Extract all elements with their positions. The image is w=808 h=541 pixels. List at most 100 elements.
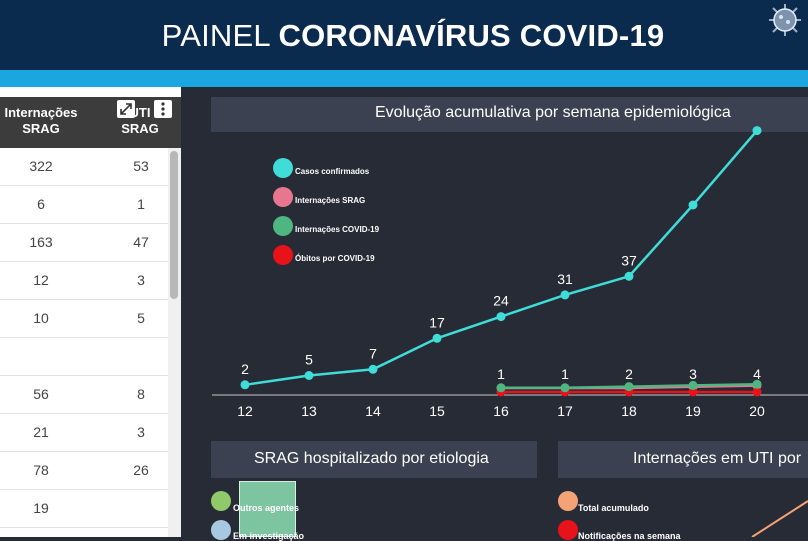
legend-notificacoes: Notificações na semana — [578, 531, 681, 541]
data-point — [752, 379, 762, 389]
data-label: 31 — [557, 271, 573, 287]
data-point — [624, 382, 634, 392]
header-bar — [0, 0, 808, 70]
x-tick-label: 13 — [301, 403, 317, 419]
cell-internacoes: 19 — [33, 500, 49, 516]
table-row[interactable]: 10 5 — [0, 300, 168, 338]
legend-marker-notificacoes — [558, 520, 578, 540]
data-label: 2 — [241, 361, 249, 377]
table-row[interactable]: 56 8 — [0, 376, 168, 414]
table-row[interactable]: 12 3 — [0, 262, 168, 300]
x-tick-label: 18 — [621, 403, 637, 419]
cell-internacoes: 163 — [29, 234, 53, 250]
column-internacoes-srag[interactable]: Internações SRAG — [4, 105, 78, 136]
data-point — [496, 312, 506, 322]
legend-marker — [273, 158, 293, 178]
data-label: 24 — [493, 293, 509, 309]
data-point — [560, 290, 570, 300]
cell-internacoes: 322 — [29, 158, 53, 174]
x-tick-label: 19 — [685, 403, 701, 419]
data-point — [496, 383, 506, 393]
legend-label: Casos confirmados — [295, 167, 370, 176]
table-row[interactable]: 19 — [0, 490, 168, 528]
cell-uti: 1 — [137, 196, 145, 212]
legend-total-acumulado: Total acumulado — [578, 503, 649, 513]
legend-outros: Outros agentes — [233, 503, 300, 513]
srag-panel-title: SRAG hospitalizado por etiologia — [211, 441, 537, 478]
table-row[interactable]: 78 26 — [0, 452, 168, 490]
data-label: 17 — [429, 314, 445, 330]
data-label: 1 — [561, 366, 569, 382]
srag-title-text: SRAG hospitalizado por etiologia — [254, 450, 489, 467]
data-point — [304, 371, 314, 380]
data-point — [240, 380, 250, 390]
expand-icon[interactable] — [117, 100, 135, 118]
cell-internacoes: 21 — [33, 424, 49, 440]
x-tick-label: 20 — [749, 403, 765, 419]
legend-label: Internações SRAG — [295, 196, 365, 205]
legend-marker — [273, 216, 293, 236]
table-header: Internações SRAG UTI SRAG — [0, 97, 181, 148]
data-label: 5 — [305, 352, 313, 368]
cell-internacoes: 78 — [33, 462, 49, 478]
table-row[interactable]: 322 53 — [0, 148, 168, 186]
cell-internacoes: 12 — [33, 272, 49, 288]
cell-uti: 3 — [137, 272, 145, 288]
data-label: 7 — [369, 345, 377, 361]
legend-marker — [273, 187, 293, 207]
data-point — [688, 200, 698, 210]
more-options-icon[interactable] — [154, 100, 172, 118]
data-point — [752, 126, 762, 136]
data-label: 3 — [689, 366, 697, 382]
x-tick-label: 16 — [493, 403, 509, 419]
page-title: PAINEL CORONAVÍRUS COVID-19 — [0, 18, 808, 54]
legend-marker-total — [558, 491, 578, 511]
legend-marker — [273, 245, 293, 265]
uti-title-text: Internações em UTI por — [633, 450, 802, 467]
x-tick-label: 15 — [429, 403, 445, 419]
legend-label: Óbitos por COVID-19 — [295, 254, 375, 263]
cell-uti: 3 — [137, 424, 145, 440]
title-bold: CORONAVÍRUS COVID-19 — [278, 18, 665, 53]
data-point — [560, 383, 570, 393]
uti-line — [751, 500, 808, 537]
data-label: 4 — [753, 366, 761, 382]
uti-panel-title: Internações em UTI por — [558, 441, 808, 478]
data-point — [688, 380, 698, 390]
accent-stripe — [0, 70, 808, 87]
table-row[interactable] — [0, 338, 168, 376]
evolution-title-text: Evolução acumulativa por semana epidemio… — [375, 104, 731, 121]
title-light: PAINEL — [161, 18, 279, 53]
data-point — [368, 364, 378, 374]
data-point — [752, 387, 762, 397]
cell-uti: 26 — [133, 462, 149, 478]
table-scrollbar-thumb[interactable] — [170, 151, 178, 299]
data-point — [624, 271, 634, 281]
table-row[interactable]: 163 47 — [0, 224, 168, 262]
x-tick-label: 17 — [557, 403, 573, 419]
cell-internacoes: 56 — [33, 386, 49, 402]
data-label: 37 — [621, 252, 637, 268]
cell-internacoes: 10 — [33, 310, 49, 326]
legend-marker-investigacao — [211, 520, 231, 540]
cell-internacoes: 6 — [37, 196, 45, 212]
x-tick-label: 14 — [365, 403, 381, 419]
cell-uti: 53 — [133, 158, 149, 174]
data-table — [0, 87, 181, 537]
x-tick-label: 12 — [237, 403, 253, 419]
data-label: 2 — [625, 366, 633, 382]
cell-uti: 5 — [137, 310, 145, 326]
data-point — [688, 387, 698, 397]
data-point — [432, 333, 442, 343]
evolution-panel-title: Evolução acumulativa por semana epidemio… — [211, 97, 808, 132]
legend-marker-outros — [211, 491, 231, 511]
virus-icon — [769, 4, 801, 36]
data-label: 1 — [497, 366, 505, 382]
table-row[interactable]: 21 3 — [0, 414, 168, 452]
cell-uti: 8 — [137, 386, 145, 402]
cell-uti: 47 — [133, 234, 149, 250]
legend-label: Internações COVID-19 — [295, 225, 380, 234]
legend-investigacao: Em investigação — [233, 531, 305, 541]
